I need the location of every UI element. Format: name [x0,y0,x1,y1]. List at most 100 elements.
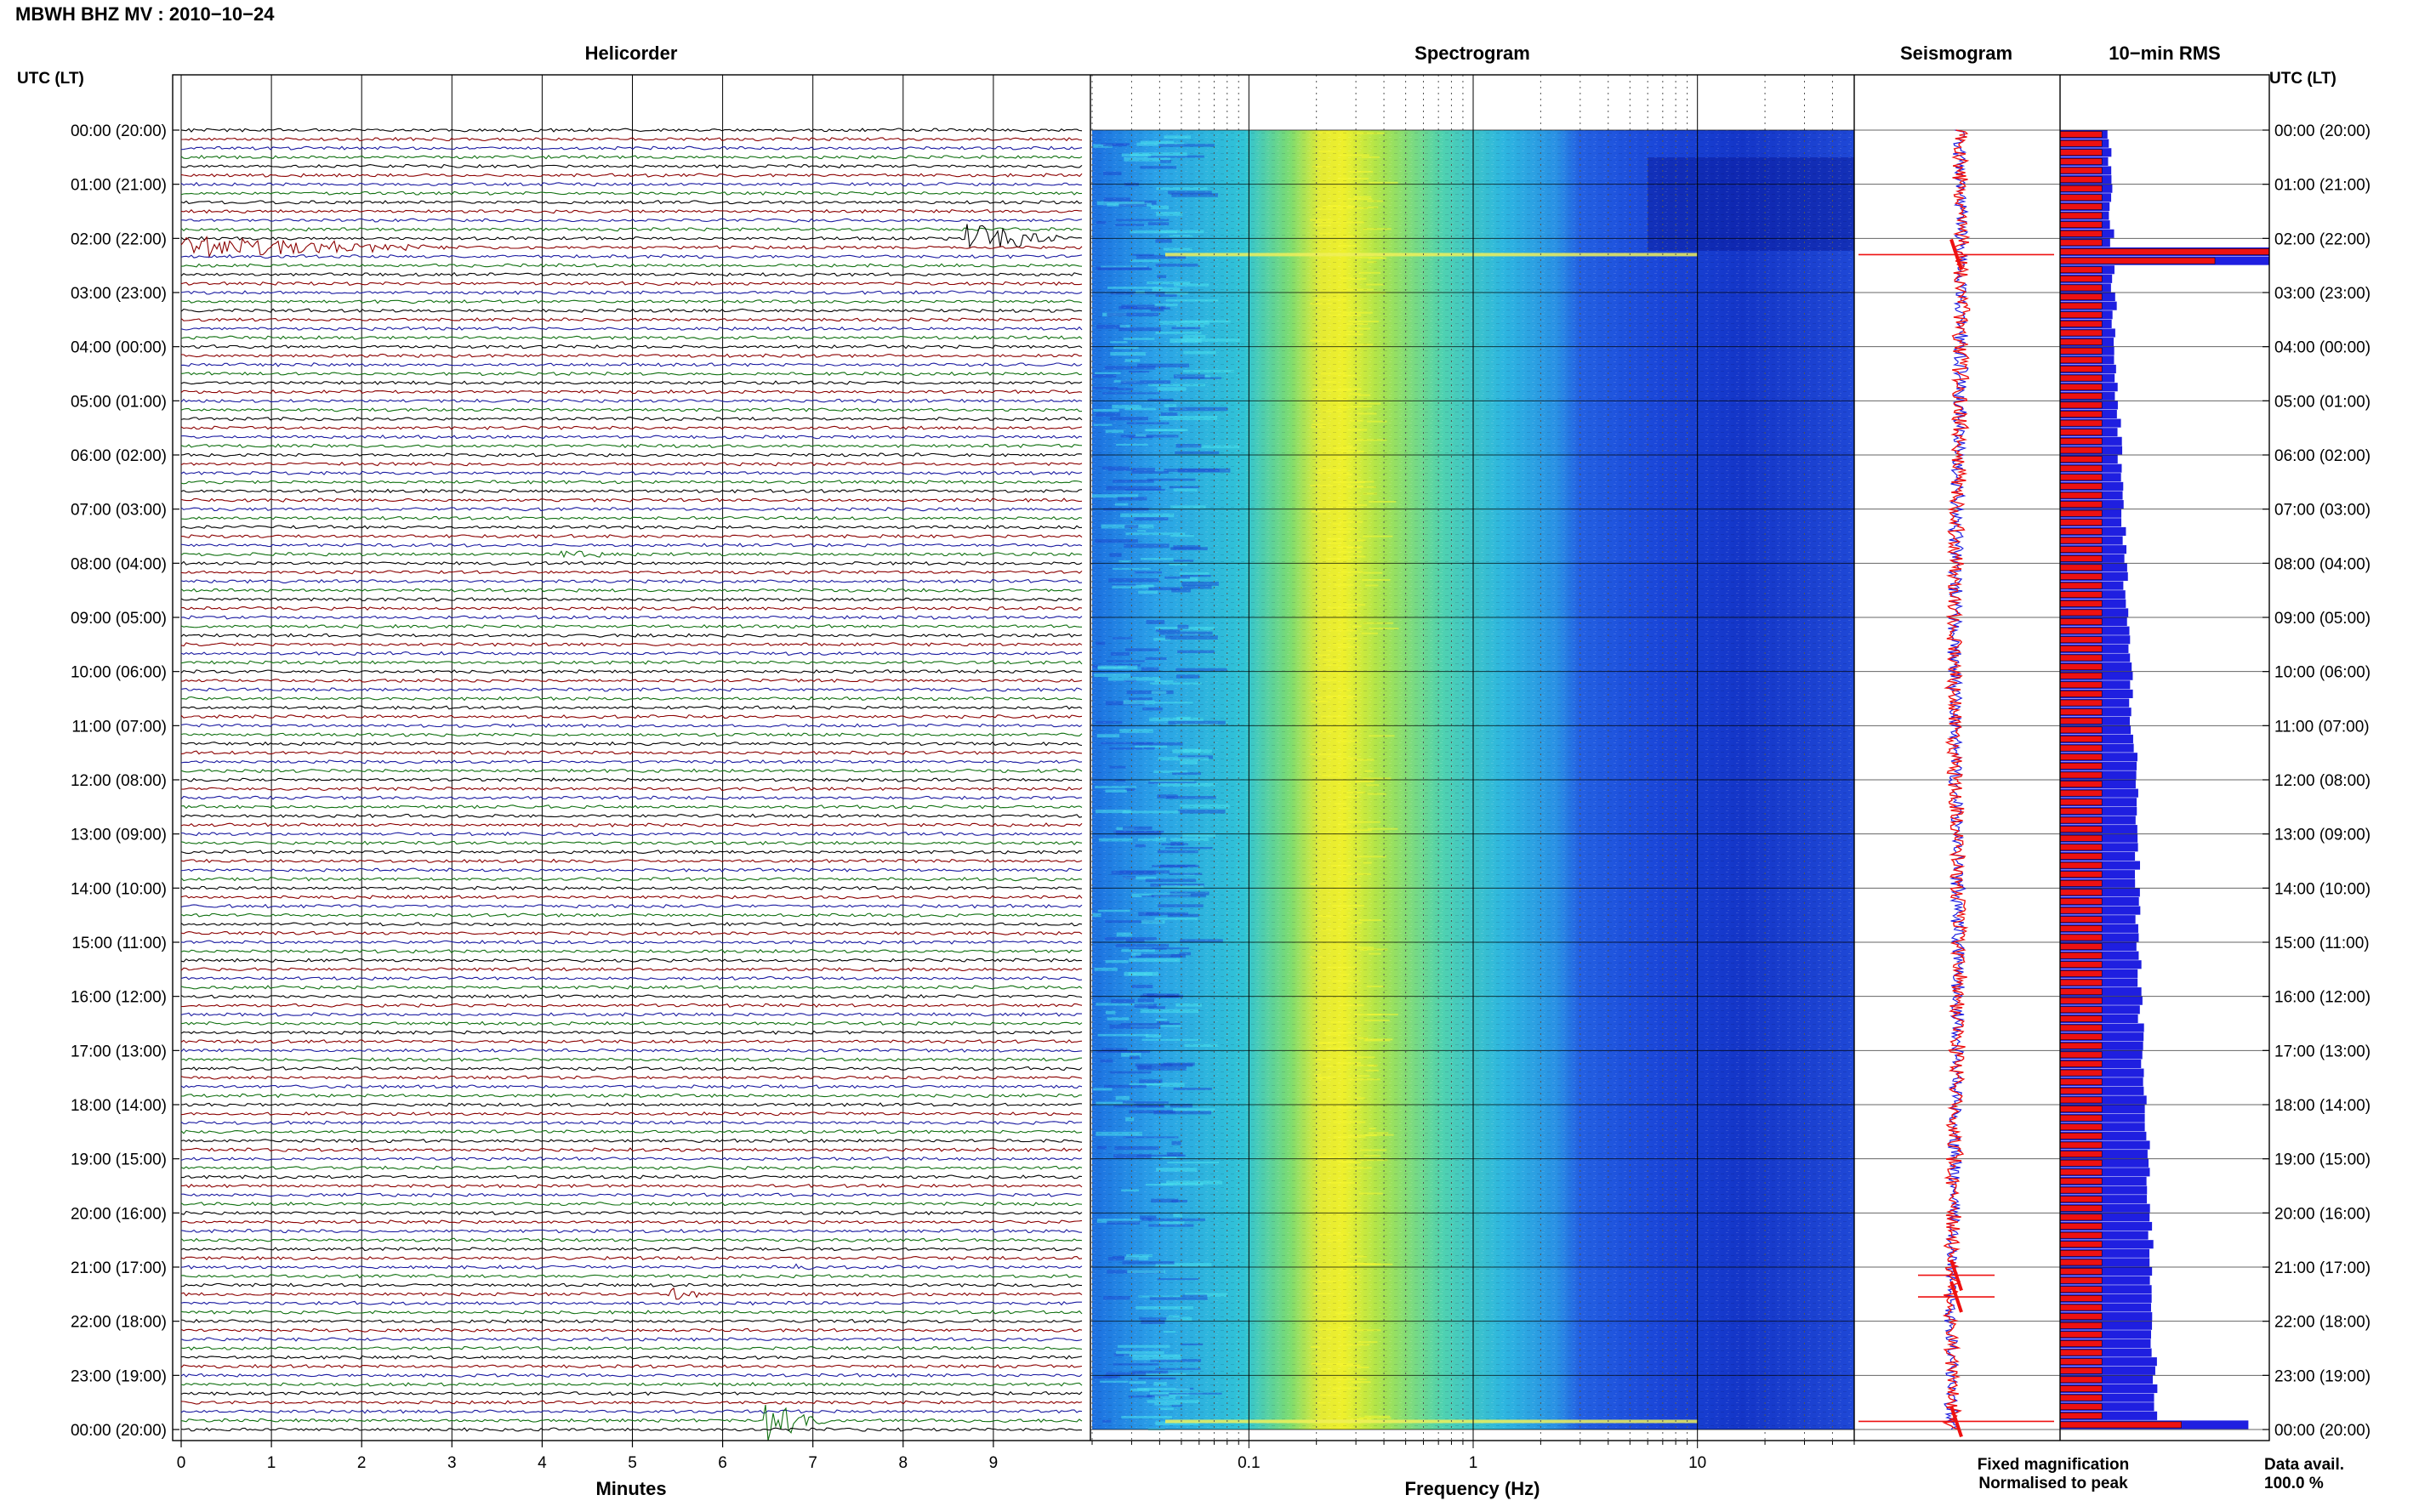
helicorder-trace [180,1201,1083,1207]
rms-bar-fixed [2060,1321,2153,1330]
rms-bar-normalised [2059,347,2103,355]
helicorder-trace [180,822,1083,827]
rms-bar-normalised [2059,744,2103,752]
helicorder-trace [180,380,1083,385]
helicorder-trace [180,218,1083,223]
time-tick-label-right: 01:00 (21:00) [2274,177,2371,195]
rms-bar-fixed [2060,1203,2150,1213]
rms-bar-normalised [2059,167,2103,174]
time-tick-label-left: 04:00 (00:00) [71,339,167,357]
rms-bar-normalised [2059,1340,2103,1347]
time-tick-label-right: 09:00 (05:00) [2274,610,2371,628]
rms-bar-fixed [2060,1384,2158,1394]
rms-bar-fixed [2060,1105,2145,1114]
helicorder-trace [180,443,1083,449]
helicorder-trace [180,163,1083,169]
helicorder-x-axis: 0 1 2 3 4 5 6 7 8 9 [177,1441,998,1472]
helicorder-trace [180,940,1083,945]
helicorder-trace [180,533,1083,539]
rms-bar-normalised [2059,771,2103,779]
time-tick-label-right: 00:00 (20:00) [2274,122,2371,140]
rms-bar-normalised [2059,1096,2103,1104]
rms-bar-normalised [2059,546,2103,553]
helicorder-trace [180,200,1083,205]
rms-bar-normalised [2059,1178,2103,1185]
time-tick-label-right: 05:00 (01:00) [2274,393,2371,411]
time-tick-label-left: 01:00 (21:00) [71,177,167,195]
rms-bar-normalised [2059,131,2103,138]
helicorder-trace [180,777,1083,782]
helicorder-trace [180,623,1083,629]
rms-bar-normalised [2059,321,2103,327]
helicorder-trace [180,1337,1083,1342]
time-tick-label-left: 21:00 (17:00) [71,1259,167,1277]
rms-bar-normalised [2059,1015,2103,1022]
rms-bar-fixed [2060,1267,2153,1276]
rms-bar-normalised [2059,1151,2103,1157]
helicorder-trace [180,1274,1083,1279]
helicorder-trace [180,353,1083,359]
time-tick-label-left: 22:00 (18:00) [71,1314,167,1332]
helicorder-xlabel: Minutes [595,1478,666,1499]
rms-bar-normalised [2059,609,2103,617]
time-tick-label-right: 19:00 (15:00) [2274,1151,2371,1169]
rms-bar-normalised [2059,663,2103,670]
rms-bar-normalised [2059,1204,2103,1212]
rms-bar-normalised [2059,1276,2103,1284]
helicorder-trace [180,1300,1082,1306]
rms-bar-fixed [2060,1231,2149,1240]
helicorder-trace [180,615,1083,620]
rms-bar-normalised [2059,781,2103,787]
rms-bar-normalised [2059,230,2103,237]
rms-bar-normalised [2059,970,2103,977]
rms-bar-normalised [2059,392,2103,400]
helicorder-trace [180,1228,1083,1234]
rms-bar-normalised [2059,509,2103,517]
time-tick-label-left: 08:00 (04:00) [71,555,167,573]
rms-bar-normalised [2059,988,2103,995]
rms-bar-fixed [2060,1168,2150,1177]
helicorder-trace [180,154,1083,160]
rms-bar-fixed [2060,1330,2152,1339]
helicorder-trace [180,515,1083,521]
helicorder-trace [180,1111,1083,1117]
rms-bar-normalised [2059,1250,2103,1257]
rms-bar-normalised [2059,429,2103,436]
helicorder-trace [180,235,1083,259]
helicorder-trace [180,470,1083,476]
helicorder-trace [180,1247,1083,1252]
rms-bar-fixed [2060,1176,2147,1185]
time-tick-label-left: 10:00 (06:00) [71,664,167,682]
seismogram-normalised-trace [1942,129,1971,1430]
time-tick-label-right: 06:00 (02:00) [2274,447,2371,465]
rms-bar-normalised [2059,1295,2103,1302]
time-tick-label-left: 20:00 (16:00) [71,1205,167,1223]
time-tick-label-left: 23:00 (19:00) [71,1367,167,1385]
helicorder-trace [180,597,1083,602]
rms-bar-normalised [2059,871,2103,878]
seismogram-panel [1854,129,2060,1438]
rms-bar-normalised [2059,1349,2103,1356]
helicorder-trace [180,993,1083,999]
rms-bar-normalised [2059,654,2103,662]
rms-bar-normalised [2059,645,2103,652]
rms-bar-fixed [2060,1348,2152,1357]
helicorder-trace [180,967,1083,972]
helicorder-trace [180,507,1083,512]
rms-bar-fixed [2060,1221,2153,1231]
left-axis-title: UTC (LT) [17,70,84,88]
rms-bar-normalised [2059,212,2103,219]
helicorder-trace [180,578,1083,584]
rms-bar-normalised [2059,492,2103,499]
rms-bar-normalised [2059,248,2270,255]
helicorder-trace [180,1020,1083,1026]
helicorder-trace [180,1183,1083,1189]
helicorder-trace [180,732,1083,737]
helicorder-trace [180,1400,1083,1405]
rms-bar-normalised [2059,699,2103,707]
rms-bar-normalised [2059,1231,2103,1239]
rms-bar-normalised [2059,1078,2103,1086]
helicorder-trace [180,768,1083,774]
helicorder-trace [180,181,1083,187]
helicorder-trace [180,1120,1083,1125]
